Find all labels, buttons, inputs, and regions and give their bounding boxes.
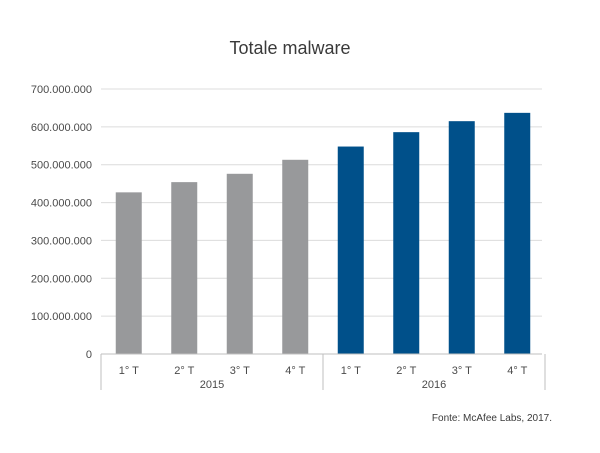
x-tick-label: 4° T: [285, 365, 305, 377]
y-tick-label: 700.000.000: [31, 84, 92, 96]
y-tick-label: 300.000.000: [31, 235, 92, 247]
y-tick-label: 0: [86, 349, 92, 361]
x-tick-label: 3° T: [230, 365, 250, 377]
bar: [226, 173, 253, 354]
bar: [504, 112, 531, 354]
x-group-label: 2016: [422, 379, 446, 391]
bar: [282, 159, 309, 354]
y-axis-tick-labels: 0 100.000.000 200.000.000 300.000.000 400.00…: [31, 84, 92, 361]
y-tick-label: 600.000.000: [31, 122, 92, 134]
x-tick-label: 2° T: [396, 365, 416, 377]
bar: [337, 146, 364, 354]
x-tick-label: 4° T: [507, 365, 527, 377]
x-axis: 1° T 2° T 3° T 4° T 1° T 2° T 3° T 4° T 2015 2016: [100, 353, 546, 391]
bar: [115, 192, 142, 354]
x-tick-label: 1° T: [119, 365, 139, 377]
chart-title: Totale malware: [229, 38, 351, 58]
x-group-label: 2015: [200, 379, 224, 391]
bars: [115, 112, 531, 354]
gridlines: [101, 88, 542, 317]
bar: [448, 121, 475, 354]
x-tick-label: 2° T: [174, 365, 194, 377]
y-tick-label: 200.000.000: [31, 273, 92, 285]
x-tick-label: 1° T: [341, 365, 361, 377]
bar: [393, 132, 420, 354]
source-note: Fonte: McAfee Labs, 2017.: [431, 413, 552, 424]
y-tick-label: 500.000.000: [31, 160, 92, 172]
bar: [171, 182, 198, 354]
y-tick-label: 100.000.000: [31, 311, 92, 323]
x-tick-label: 3° T: [452, 365, 472, 377]
y-tick-label: 400.000.000: [31, 198, 92, 210]
